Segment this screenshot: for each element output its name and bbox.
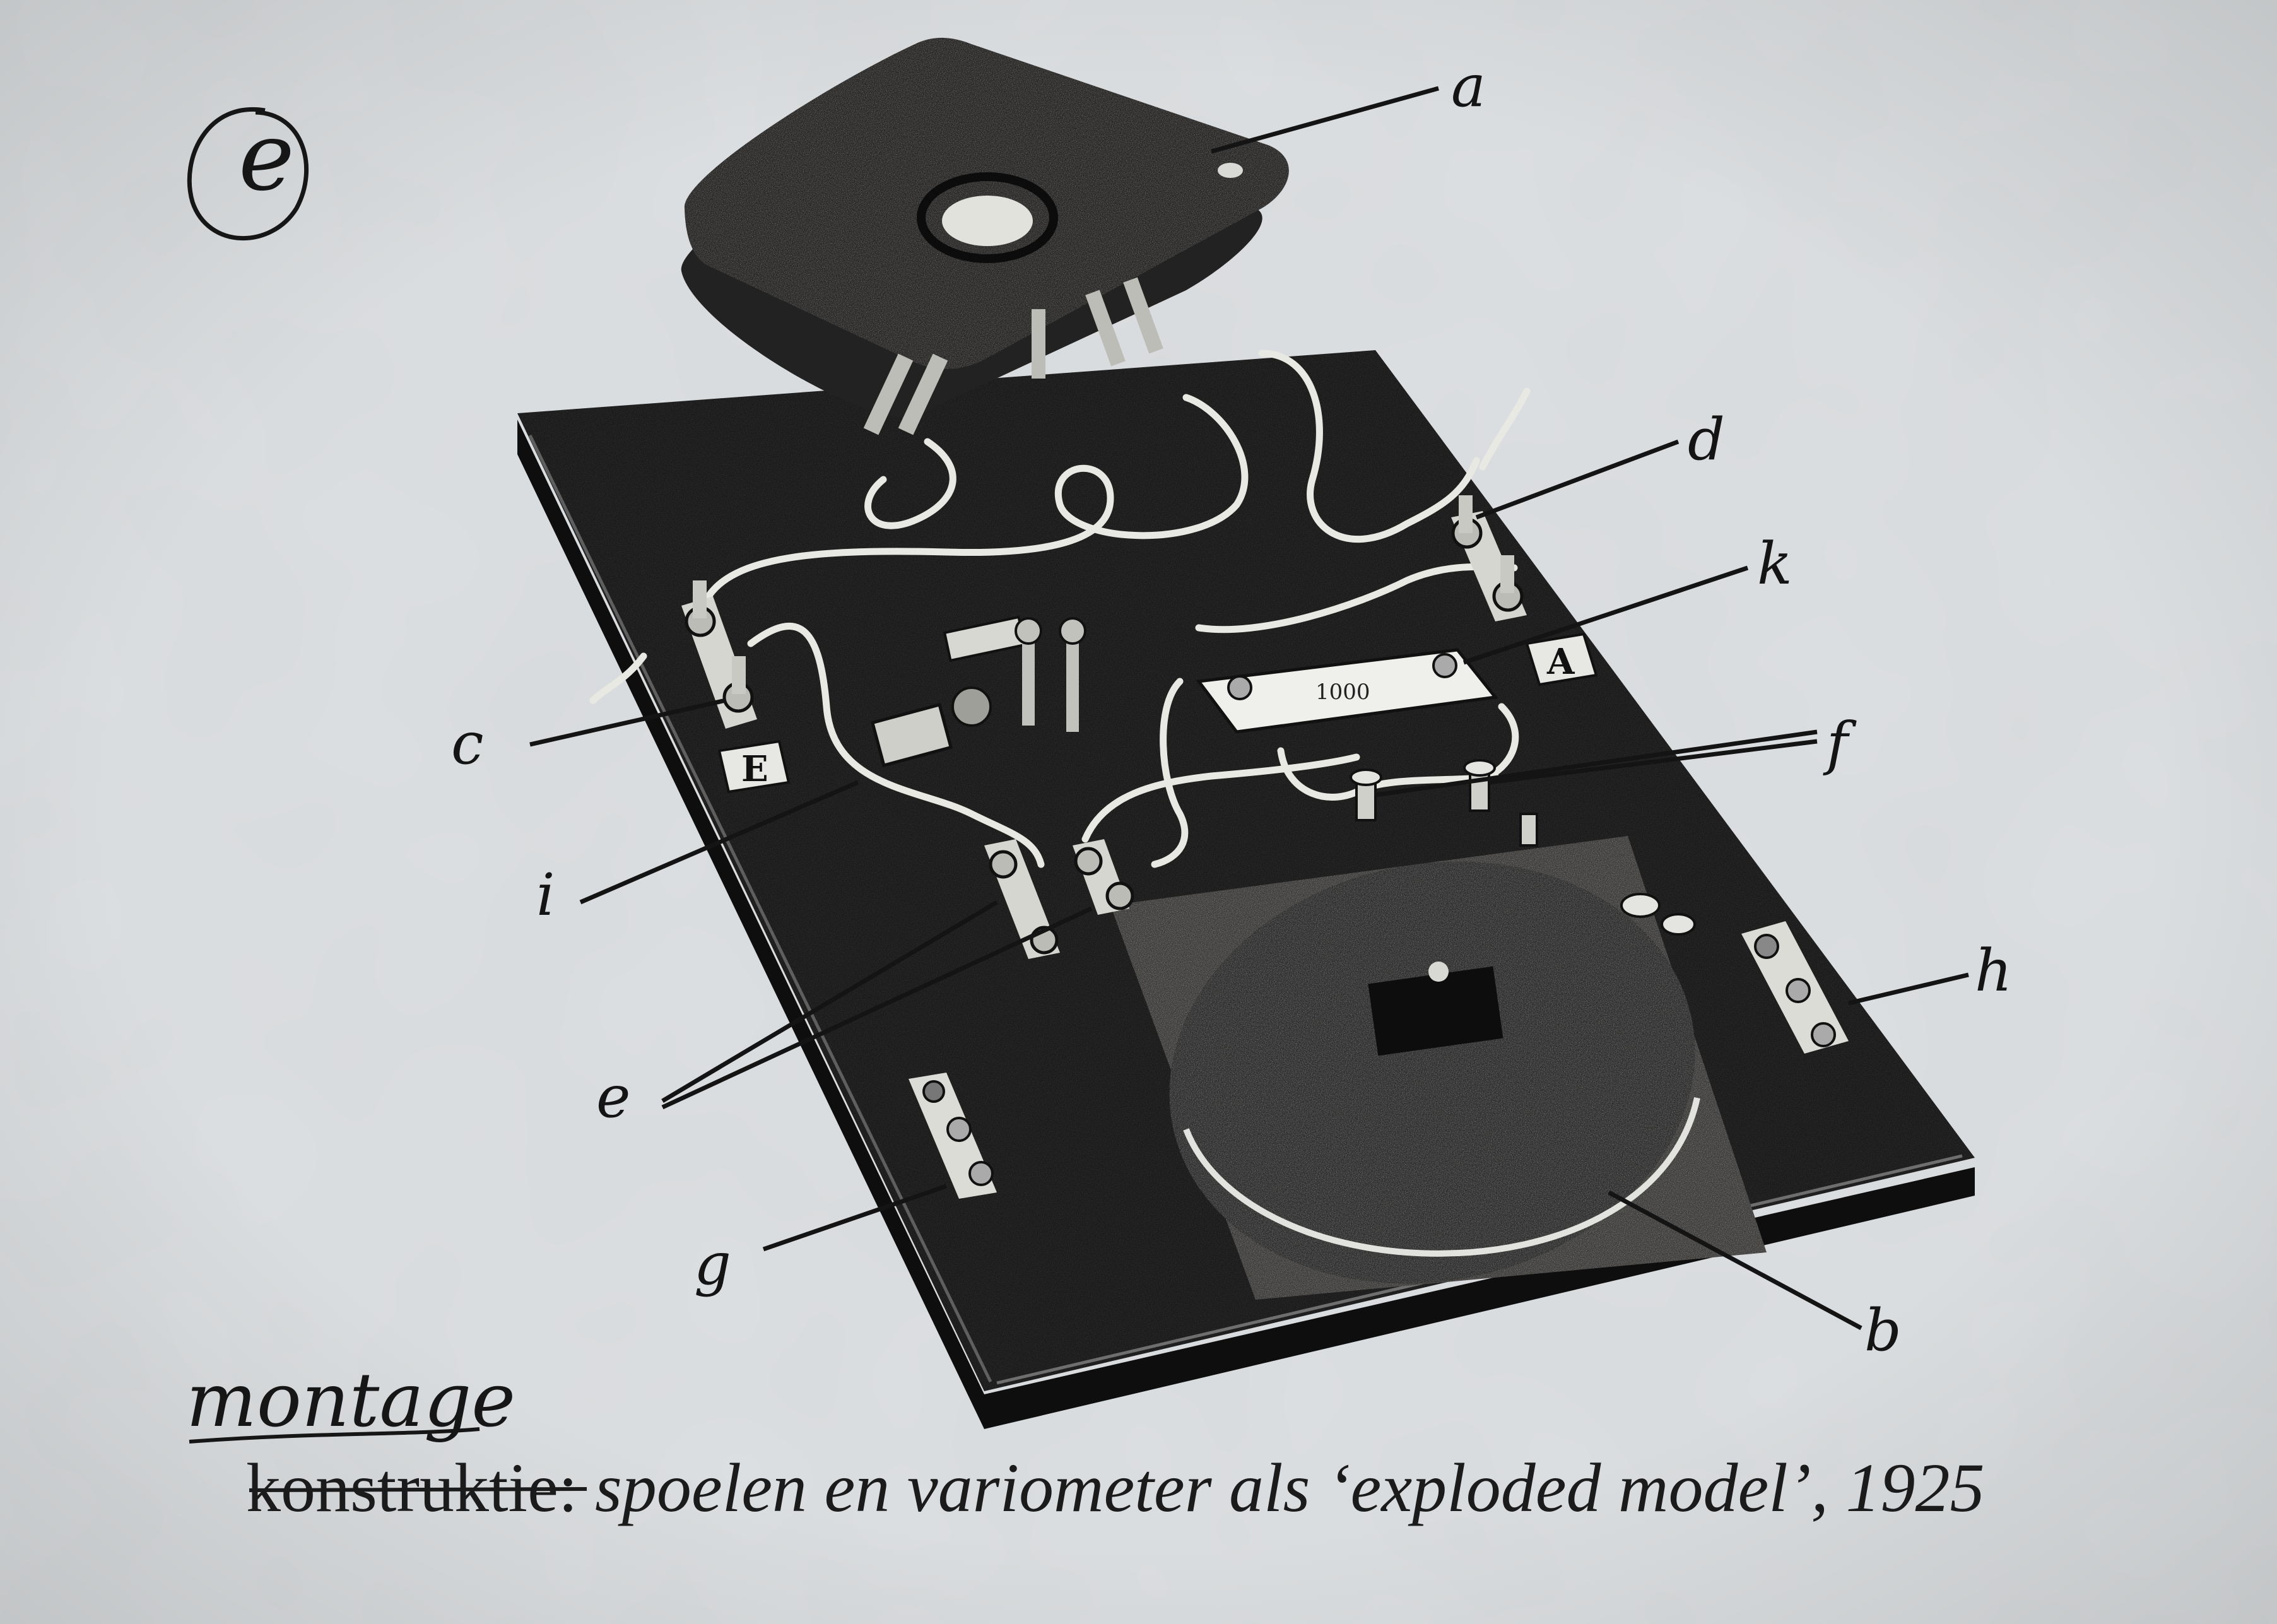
label-i: i xyxy=(536,861,555,929)
circled-handwritten-mark: e xyxy=(187,102,309,240)
wire-3 xyxy=(1258,350,1480,543)
variometer-pivot xyxy=(1428,962,1449,982)
label-e: e xyxy=(596,1063,630,1131)
label-d: d xyxy=(1688,406,1725,473)
terminals-f xyxy=(1350,759,1538,847)
wire-9 xyxy=(1485,703,1519,780)
leader-e2 xyxy=(661,906,1093,1110)
wire-10 xyxy=(589,652,647,704)
variometer-panel xyxy=(1110,836,1767,1300)
label-a: a xyxy=(1451,52,1486,120)
leader-d xyxy=(1475,439,1680,520)
variometer-knobs xyxy=(1620,893,1696,936)
caption-strikeout xyxy=(249,1487,587,1492)
leader-f2 xyxy=(1375,729,1818,797)
wire-7 xyxy=(1081,753,1360,843)
leader-f1 xyxy=(1488,739,1818,785)
leader-k xyxy=(1462,565,1749,665)
wire-4 xyxy=(747,623,1045,868)
terminal-strip-c xyxy=(681,580,757,729)
terminal-strip-h xyxy=(1741,921,1849,1054)
label-k: k xyxy=(1757,530,1792,597)
antenna-plate-letter: A xyxy=(1546,641,1575,683)
part-labels: a d k f c i h e g b xyxy=(451,52,2012,1364)
wire-2 xyxy=(703,394,1249,603)
coil-assembly xyxy=(681,37,1289,435)
handwritten-note: montage xyxy=(186,1356,515,1444)
caption: konstruktie: spoelen en variometer als ‘… xyxy=(246,1449,1985,1526)
leader-lines xyxy=(529,86,1969,1331)
capacitor-value: 1000 xyxy=(1315,680,1370,705)
variometer-rotor-texture xyxy=(1169,861,1695,1284)
leader-b xyxy=(1608,1190,1862,1331)
leader-h xyxy=(1848,972,1969,1006)
variometer-rotor-block xyxy=(1368,966,1503,1056)
terminal-strips-e xyxy=(984,839,1134,959)
leader-g xyxy=(762,1184,948,1252)
wire-1 xyxy=(864,438,956,529)
earth-plate-letter: E xyxy=(741,748,768,790)
crystal-detector-i xyxy=(870,615,1086,768)
caption-italic: spoelen en variometer als ‘exploded mode… xyxy=(595,1449,1984,1526)
leader-e1 xyxy=(661,900,998,1103)
leader-c xyxy=(529,698,726,747)
capacitor-k: 1000 xyxy=(1196,648,1498,734)
label-h: h xyxy=(1975,937,2012,1004)
label-g: g xyxy=(694,1230,731,1298)
coil-center-ring xyxy=(917,172,1058,263)
antenna-terminal-plate: A xyxy=(1525,632,1598,686)
terminal-strip-g xyxy=(909,1073,997,1199)
leader-i xyxy=(579,780,859,905)
wire-11 xyxy=(1479,387,1531,471)
label-b: b xyxy=(1864,1297,1902,1364)
coil-terminal-posts xyxy=(863,277,1163,435)
terminal-strip-d xyxy=(1451,495,1527,621)
wire-6 xyxy=(1151,678,1189,868)
coil-corner-hole xyxy=(1218,163,1243,178)
handwritten-mark-letter: e xyxy=(238,102,295,212)
coil-center-hole xyxy=(942,196,1033,246)
earth-terminal-plate: E xyxy=(717,739,791,794)
label-c: c xyxy=(451,710,484,777)
leader-a xyxy=(1211,86,1439,154)
variometer-rotor-rim xyxy=(1183,1097,1700,1257)
